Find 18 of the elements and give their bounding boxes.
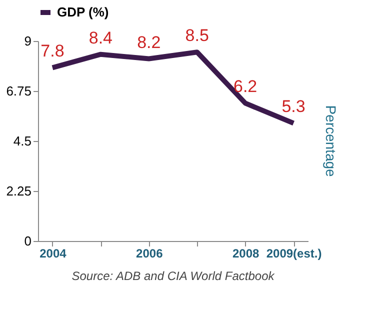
x-tick-label: 2006 bbox=[136, 246, 164, 260]
data-label: 8.2 bbox=[137, 32, 161, 52]
x-tick-label: 2009(est.) bbox=[266, 246, 322, 260]
source-note: Source: ADB and CIA World Factbook bbox=[72, 269, 276, 283]
x-tick-label: 2004 bbox=[40, 246, 67, 260]
data-label: 7.8 bbox=[40, 42, 64, 61]
x-tick-label: 2008 bbox=[232, 246, 260, 260]
y-tick-label: 6.75 bbox=[6, 84, 32, 98]
data-label: 8.4 bbox=[88, 28, 112, 48]
data-label: 6.2 bbox=[234, 77, 258, 96]
data-label: 8.5 bbox=[185, 26, 209, 46]
y-tick-label: 2.25 bbox=[6, 184, 32, 198]
y-tick-label: 0 bbox=[24, 234, 32, 248]
y-axis-title: Percentage bbox=[323, 105, 339, 178]
data-label: 5.3 bbox=[282, 97, 306, 116]
legend-label: GDP (%) bbox=[57, 4, 109, 20]
y-tick-label: 9 bbox=[24, 34, 32, 48]
y-tick-label: 4.5 bbox=[13, 134, 32, 148]
